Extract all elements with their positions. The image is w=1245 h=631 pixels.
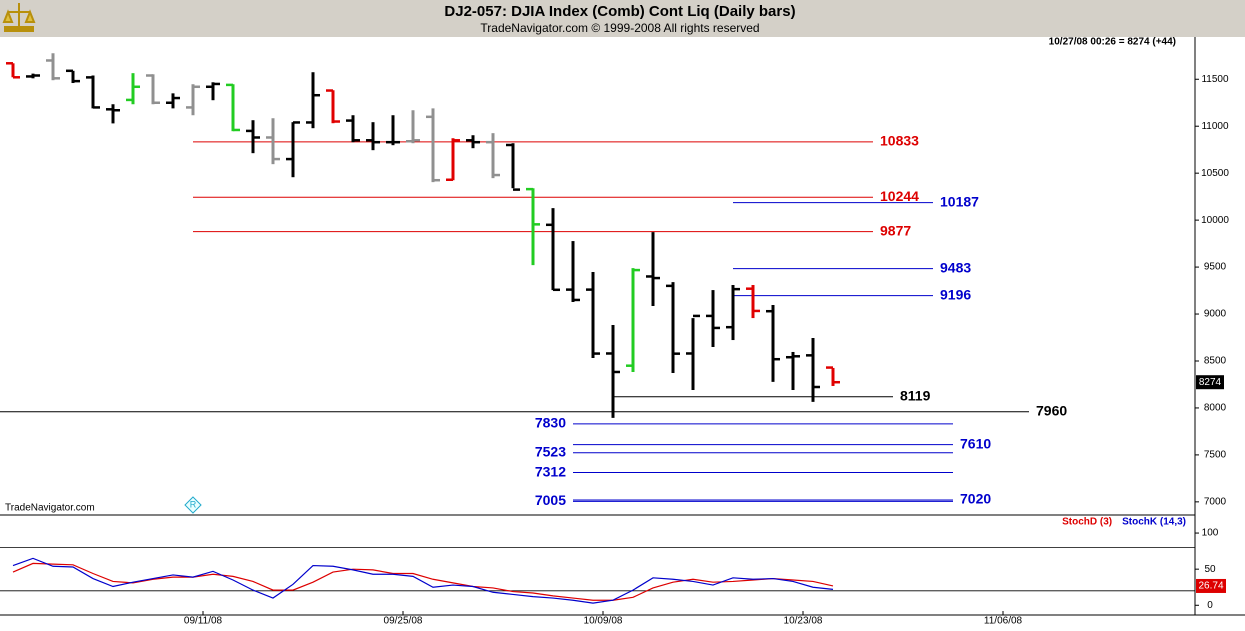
- logo: [2, 3, 36, 32]
- y-tick-label: 9000: [1204, 309, 1227, 320]
- x-tick-label: 11/06/08: [984, 616, 1023, 627]
- header-bar: [0, 0, 1245, 37]
- y-tick-label: 8500: [1204, 356, 1227, 367]
- level-label: 7610: [960, 435, 991, 451]
- y-tick-label: 8000: [1204, 403, 1227, 414]
- y-tick-label: 10000: [1201, 215, 1229, 226]
- y-tick-label: 50: [1204, 564, 1216, 575]
- legend-label: StochK (14,3): [1122, 517, 1186, 528]
- level-label: 7830: [535, 415, 566, 431]
- level-label: 8119: [900, 387, 931, 403]
- x-tick-label: 09/25/08: [384, 616, 423, 627]
- level-label: 10187: [940, 193, 979, 209]
- y-tick-label: 0: [1207, 600, 1213, 611]
- y-tick-label: 100: [1202, 528, 1219, 539]
- last-value-box: [1196, 578, 1226, 593]
- chart-title: DJ2-057: DJIA Index (Comb) Cont Liq (Dai…: [444, 3, 795, 20]
- level-label: 7960: [1036, 402, 1067, 418]
- level-label: 7523: [535, 443, 566, 459]
- y-tick-label: 9500: [1204, 262, 1227, 273]
- last-value-label: 26.74: [1198, 581, 1223, 592]
- last-price-box: [1196, 375, 1224, 390]
- stoch-line: [12, 562, 834, 601]
- watermark: TradeNavigator.com: [5, 503, 95, 514]
- svg-text:R: R: [190, 499, 197, 509]
- y-tick-label: 11500: [1201, 74, 1229, 85]
- level-label: 9196: [940, 286, 971, 302]
- level-label: 9877: [880, 222, 911, 238]
- status-text: 10/27/08 00:26 = 8274 (+44): [1049, 37, 1176, 48]
- x-tick-label: 10/09/08: [584, 616, 623, 627]
- x-tick-label: 10/23/08: [784, 616, 823, 627]
- y-tick-label: 10500: [1201, 168, 1229, 179]
- x-tick-label: 09/11/08: [184, 616, 223, 627]
- r-icon: R: [184, 496, 202, 514]
- y-tick-label: 11000: [1201, 121, 1229, 132]
- level-label: 7020: [960, 491, 991, 507]
- level-label: 7005: [535, 492, 566, 508]
- plot-area: [0, 37, 1195, 615]
- legend-label: StochD (3): [1062, 517, 1112, 528]
- last-price-label: 8274: [1199, 377, 1222, 388]
- level-label: 9483: [940, 259, 971, 275]
- chart-subtitle: TradeNavigator.com © 1999-2008 All right…: [480, 21, 759, 35]
- date-axis-area: [0, 615, 1245, 631]
- level-label: 7312: [535, 463, 566, 479]
- level-label: 10833: [880, 133, 919, 149]
- y-tick-label: 7500: [1204, 450, 1227, 461]
- level-label: 10244: [880, 188, 919, 204]
- stoch-line: [12, 557, 834, 604]
- y-tick-label: 7000: [1204, 496, 1227, 507]
